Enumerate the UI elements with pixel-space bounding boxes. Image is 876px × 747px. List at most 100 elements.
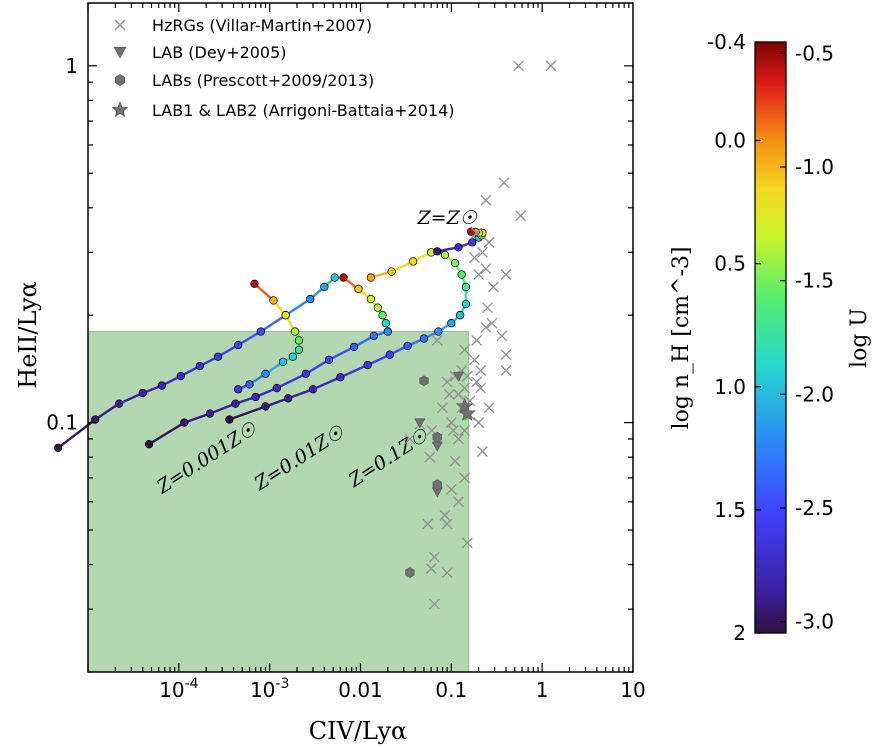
hzrg-point (496, 330, 508, 342)
model-2-point (144, 440, 154, 449)
hzrg-point (486, 317, 498, 329)
model-4-point (409, 257, 418, 266)
hzrg-point (483, 402, 495, 414)
hzrg-point (500, 349, 512, 361)
model-1-branch-point (234, 385, 243, 394)
model-3-point (385, 350, 394, 359)
colorbar-right-label: -1.5 (795, 269, 834, 293)
model-3-segment (287, 388, 315, 400)
model-1-segment (117, 391, 144, 405)
colorbar-right-label: -3.0 (795, 610, 834, 634)
model-1-branch-point (288, 352, 298, 361)
legend-entry: HzRGs (Villar-Martin+2007) (114, 16, 372, 35)
model-1-segment (57, 418, 97, 449)
model-1-point (157, 381, 166, 390)
colorbar-right-label: -2.0 (795, 382, 834, 406)
model-4-point (366, 273, 375, 282)
hzrg-point (431, 334, 443, 346)
model-3-point (261, 402, 270, 411)
legend-triangle-icon (113, 46, 127, 59)
model-3-point (403, 341, 412, 351)
colorbar-right-label: -1.0 (795, 155, 834, 179)
model-3-point (447, 319, 456, 328)
model-4-top-point (468, 238, 477, 247)
hzrg-point (428, 551, 440, 563)
model-2-branch-point (339, 273, 348, 282)
model-1-point (91, 415, 100, 424)
shaded-region (87, 331, 470, 673)
hzrg-point (515, 210, 527, 222)
model-2-point (180, 418, 189, 427)
model-4-point (457, 270, 466, 279)
colorbar-left-title: log n_H [cm^-3] (669, 247, 694, 430)
model-1-branch-point (250, 279, 259, 288)
legend-label: LAB (Dey+2005) (152, 43, 287, 62)
model-3-segment (311, 376, 342, 391)
model-2-point (324, 355, 334, 364)
hzrg-point (480, 194, 492, 206)
hzrg-point (441, 567, 453, 579)
colorbar: -0.4 0.0 0.5 1.0 1.5 2 -0.5 -1.0 -1.5 -2.0 -2.5 -3.… (669, 30, 872, 645)
colorbar-left-label: -0.4 (707, 30, 746, 54)
model-1-point (138, 388, 147, 398)
model-2-point (301, 369, 310, 378)
model-1-branch-point (290, 327, 300, 336)
model-2-segment (147, 421, 186, 446)
model-4-point (387, 267, 396, 276)
x-tick-label: 10 (620, 678, 645, 702)
model-3-point (434, 327, 443, 336)
model-3-point (363, 360, 372, 370)
model-2-point (349, 342, 359, 352)
lab-prescott-point (432, 479, 442, 491)
hzrg-point (500, 365, 512, 376)
hzrg-point (498, 177, 510, 189)
hzrg-point (422, 518, 434, 530)
colorbar-left-label: 2 (733, 621, 746, 645)
hzrg-point (425, 563, 437, 574)
colorbar-bar (754, 41, 787, 634)
model-4-point (450, 258, 460, 268)
model-1-point (195, 361, 204, 371)
plot-area: Z=0.001Z☉Z=0.01Z☉Z=0.1Z☉Z=Z☉10-4 10-3 0.01… (46, 2, 646, 702)
colorbar-left-label: 0.5 (714, 252, 746, 276)
colorbar-left-label: 1.0 (714, 375, 746, 399)
model-label: Z=Z☉ (416, 207, 477, 229)
lab1-lab2-point (458, 404, 476, 421)
model-2-point (369, 331, 378, 341)
x-axis-label: CIV/Lyα (309, 717, 408, 745)
hzrg-point (441, 376, 453, 388)
legend-entry: LABs (Prescott+2009/2013) (114, 71, 374, 90)
model-1-segment (236, 330, 263, 347)
model-3-point (225, 415, 234, 424)
hzrg-point (459, 472, 471, 484)
model-1-branch-point (281, 311, 290, 320)
hzrg-point (461, 537, 473, 549)
model-1-segment (259, 314, 287, 333)
model-1-point (114, 399, 124, 408)
hzrg-point (487, 281, 499, 293)
hzrg-point (475, 382, 487, 394)
hzrg-point (443, 388, 455, 400)
model-2-branch-point (383, 327, 392, 336)
x-tick-label: 0.01 (338, 678, 383, 702)
hzrg-point (424, 451, 436, 463)
hzrg-point (471, 334, 483, 346)
hzrg-point (459, 425, 471, 437)
lab-dey-point (414, 418, 426, 429)
model-4-point (440, 250, 450, 260)
model-4-top-point (454, 243, 463, 252)
legend-hexagon-icon (114, 74, 126, 86)
model-3-point (308, 385, 318, 394)
legend-cross-icon (114, 19, 126, 31)
model-2-branch-point (354, 284, 363, 294)
hzrg-point (476, 246, 488, 258)
model-4-point (461, 282, 471, 292)
hzrg-point (473, 417, 485, 429)
model-1-point (330, 273, 339, 282)
legend-label: HzRGs (Villar-Martin+2007) (152, 16, 372, 35)
model-1-point (306, 294, 315, 304)
hzrg-point (404, 433, 416, 445)
model-1-segment (284, 297, 312, 317)
lab-dey-point (453, 371, 465, 382)
colorbar-left-label: 1.5 (714, 498, 746, 522)
